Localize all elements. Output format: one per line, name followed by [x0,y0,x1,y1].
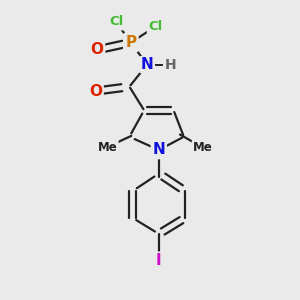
Text: Me: Me [98,141,117,154]
Text: Cl: Cl [149,20,163,33]
Text: N: N [141,57,153,72]
Text: O: O [91,42,103,57]
Text: P: P [125,35,136,50]
Text: Me: Me [193,141,213,154]
Text: Cl: Cl [109,15,123,28]
Text: H: H [165,58,176,72]
Text: N: N [152,142,165,158]
Text: I: I [156,253,162,268]
Text: O: O [89,84,102,99]
